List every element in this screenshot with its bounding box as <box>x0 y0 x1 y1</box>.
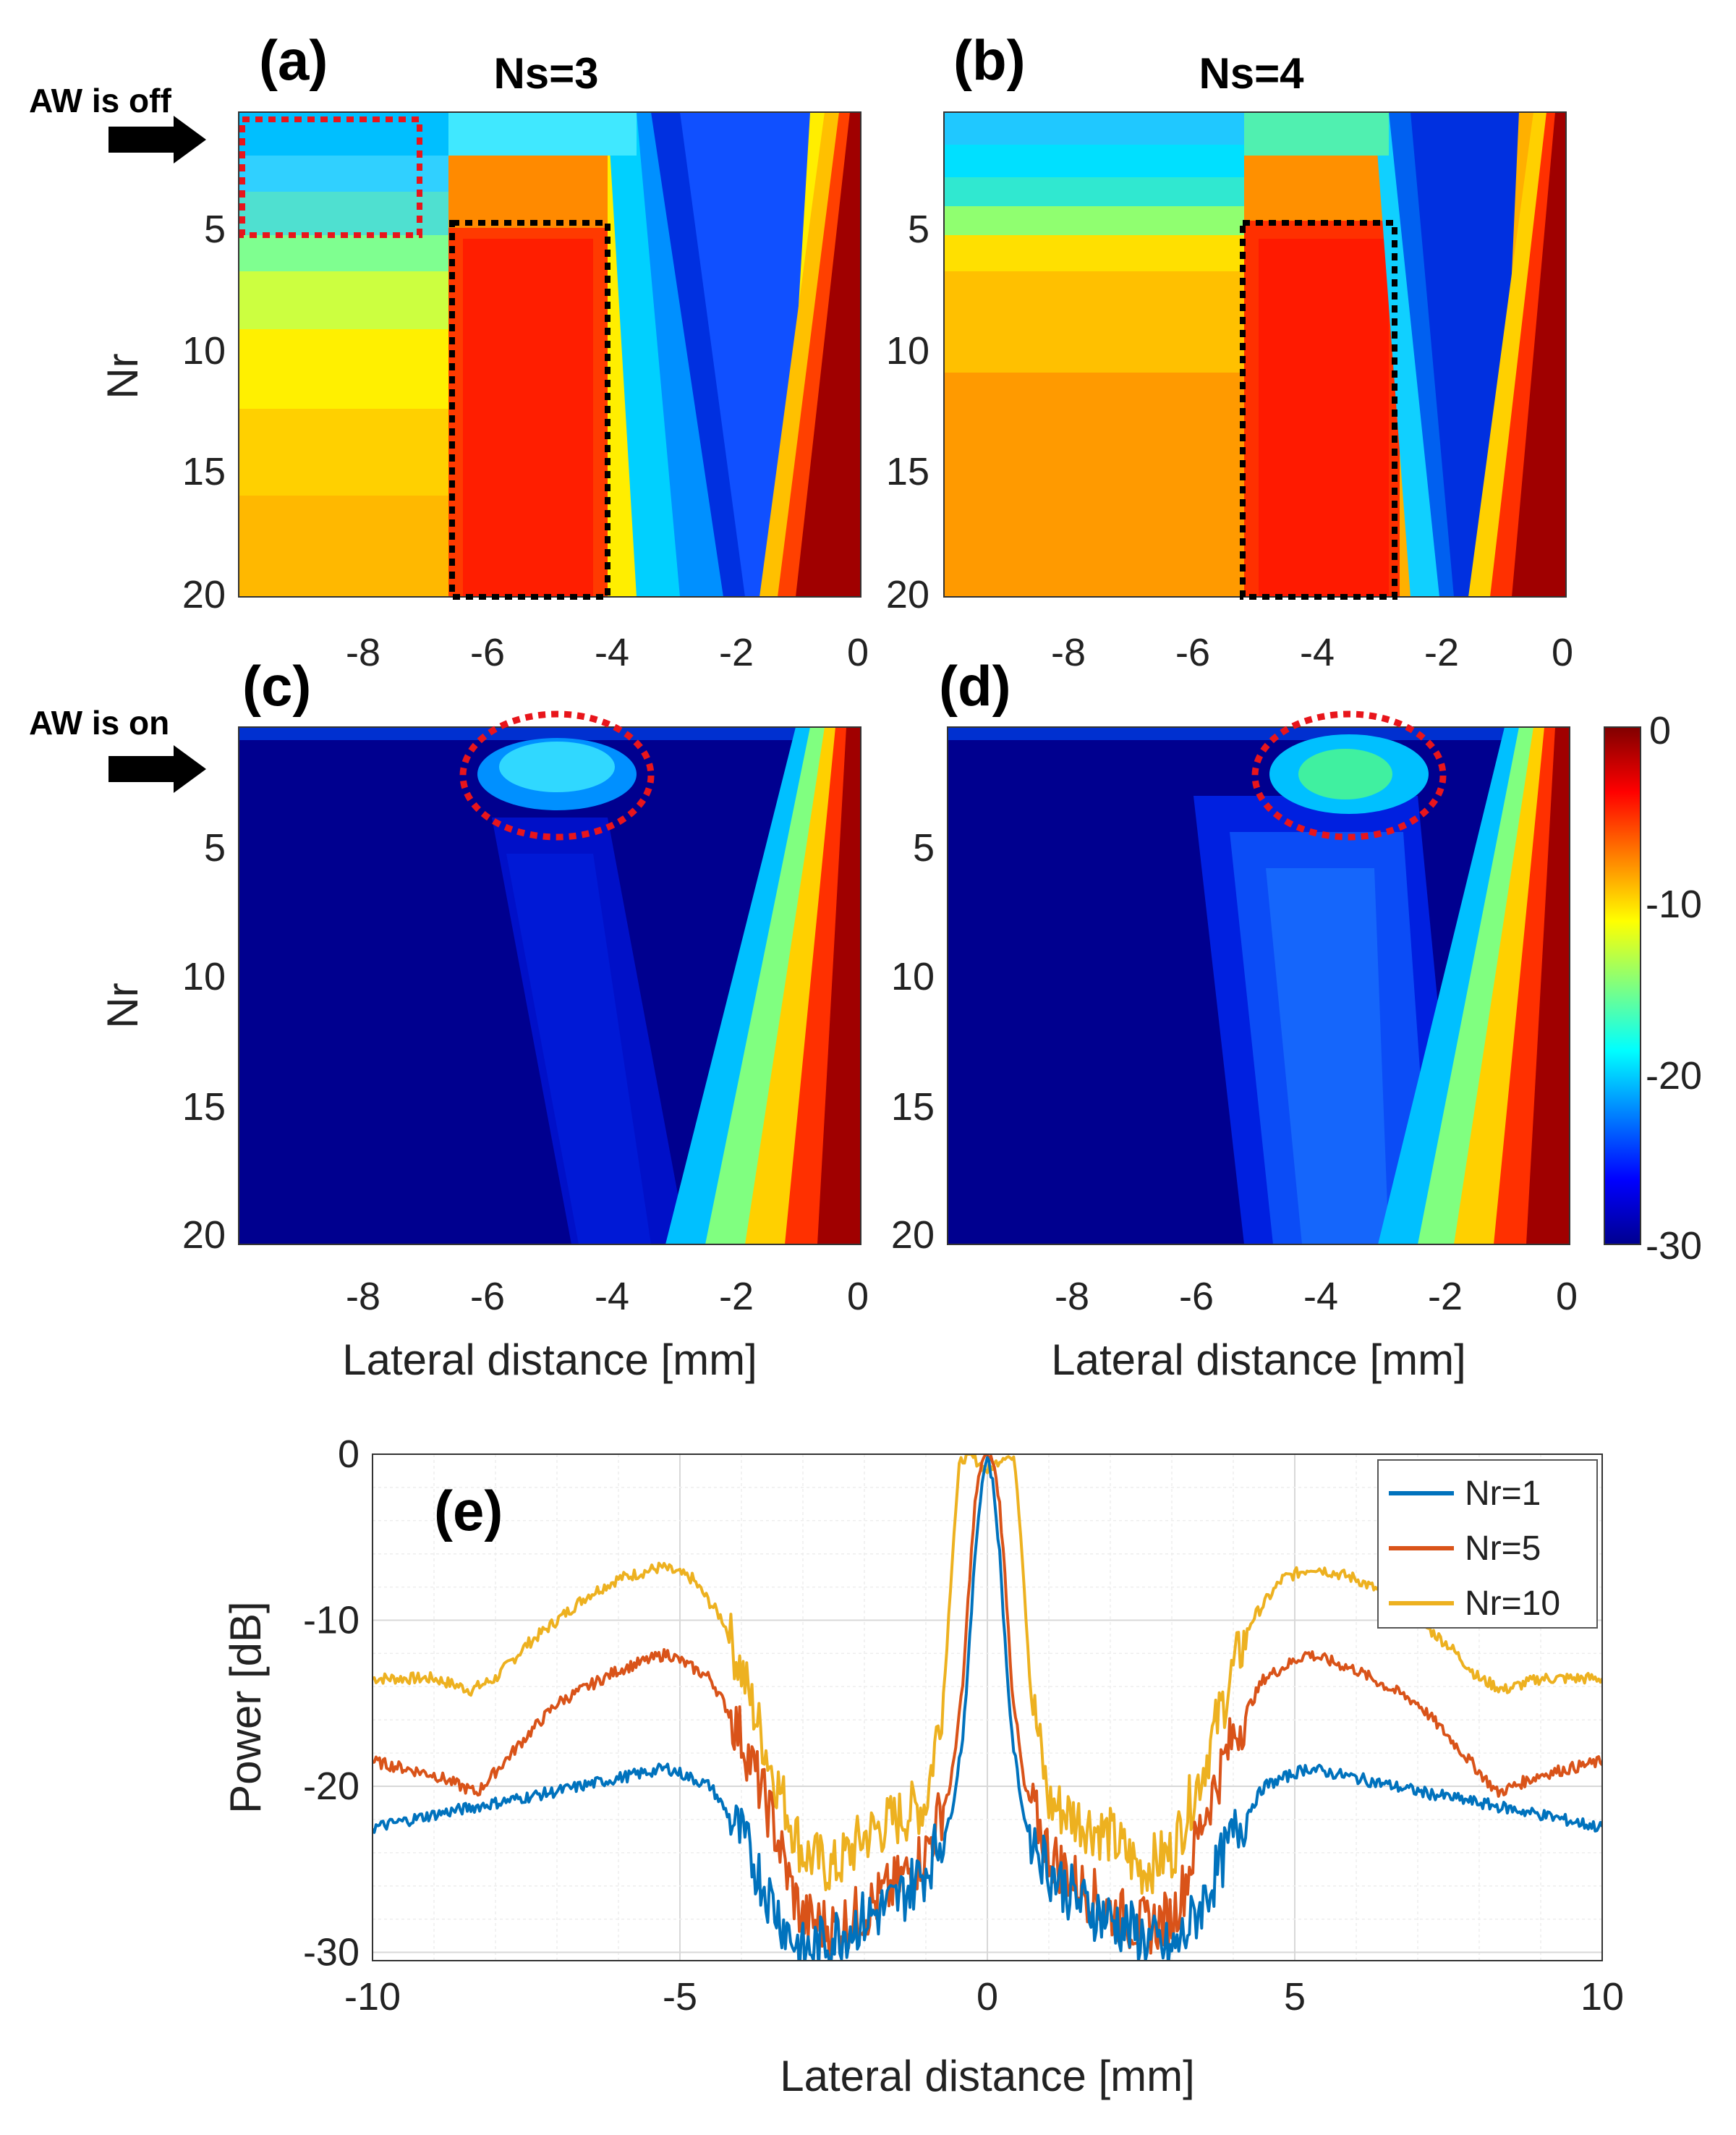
aw-on-label: AW is on <box>29 704 169 742</box>
xtick-d--6: -6 <box>1179 1275 1214 1318</box>
legend-label-nr5: Nr=5 <box>1465 1529 1541 1568</box>
xtick-c--6: -6 <box>470 1275 505 1318</box>
xtick-b--4: -4 <box>1300 631 1335 674</box>
red-ellipse-d <box>1251 710 1447 841</box>
ytick-a-20: 20 <box>182 573 226 616</box>
ytick-c-15: 15 <box>182 1085 226 1129</box>
ylabel-c: Nr <box>98 982 147 1028</box>
colorbar-tick-10: -10 <box>1646 883 1702 926</box>
ytick-e: 0 <box>338 1432 359 1476</box>
heatmap-b-field <box>944 112 1566 597</box>
ytick-d-5: 5 <box>913 826 935 870</box>
xtick-e: 5 <box>1284 1975 1306 2019</box>
ytick-d-10: 10 <box>891 955 935 998</box>
arrow-right-icon <box>109 745 206 793</box>
ytick-b-5: 5 <box>908 208 929 251</box>
legend-e: Nr=1 Nr=5 Nr=10 <box>1377 1459 1598 1629</box>
panel-label-c: (c) <box>242 654 311 718</box>
ytick-e: -30 <box>303 1931 359 1974</box>
ns3-label: Ns=3 <box>493 49 598 98</box>
ytick-c-10: 10 <box>182 955 226 998</box>
aw-off-label: AW is off <box>29 82 171 119</box>
heatmap-a-field <box>239 112 861 597</box>
ytick-b-20: 20 <box>886 573 929 616</box>
xtick-b-0: 0 <box>1552 631 1573 674</box>
xtick-c--2: -2 <box>719 1275 754 1318</box>
panel-label-a: (a) <box>259 28 328 92</box>
panel-a: 5 10 15 20 -8 -6 -4 -2 0 Nr <box>98 111 869 674</box>
xtick-e: 0 <box>977 1975 998 2019</box>
colorbar-tick-0: 0 <box>1649 709 1671 752</box>
red-box-a <box>239 116 422 238</box>
ns4-label: Ns=4 <box>1199 49 1304 98</box>
xlabel-d: Lateral distance [mm] <box>1051 1336 1466 1384</box>
black-box-a <box>449 220 610 600</box>
xtick-e: -5 <box>663 1975 697 2019</box>
ylabel-e: Power [dB] <box>221 1601 270 1813</box>
panel-e: -10 -5 0 5 10 0 -10 -20 -30 (e) Lateral distance… <box>221 1432 1624 2100</box>
colorbar-tick-20: -20 <box>1646 1054 1702 1098</box>
legend-label-nr1: Nr=1 <box>1465 1474 1541 1513</box>
xtick-a--6: -6 <box>470 631 505 674</box>
series-line-nr5 <box>373 1454 1602 1957</box>
xtick-a--2: -2 <box>719 631 754 674</box>
xtick-a--4: -4 <box>595 631 629 674</box>
xtick-b--8: -8 <box>1051 631 1086 674</box>
red-ellipse-c <box>459 710 655 841</box>
ytick-b-10: 10 <box>886 329 929 373</box>
ytick-d-15: 15 <box>891 1085 935 1129</box>
ticks-e: -10 -5 0 5 10 0 -10 -20 -30 <box>303 1432 1624 2019</box>
panel-c: 5 10 15 20 -8 -6 -4 -2 0 Lateral distanc… <box>98 710 869 1384</box>
panel-d: 5 10 15 20 -8 -6 -4 -2 0 Lateral distanc… <box>891 710 1578 1384</box>
ytick-e: -10 <box>303 1599 359 1642</box>
arrow-right-icon <box>109 116 206 164</box>
ytick-b-15: 15 <box>886 450 929 493</box>
xtick-c--4: -4 <box>595 1275 629 1318</box>
ytick-e: -20 <box>303 1765 359 1808</box>
xtick-b--6: -6 <box>1175 631 1210 674</box>
xtick-c--8: -8 <box>346 1275 380 1318</box>
heatmap-c-field <box>239 727 861 1244</box>
panel-label-e: (e) <box>434 1479 503 1542</box>
xlabel-c: Lateral distance [mm] <box>342 1336 757 1384</box>
xtick-d--4: -4 <box>1303 1275 1338 1318</box>
ytick-c-5: 5 <box>204 826 226 870</box>
xtick-d--8: -8 <box>1055 1275 1089 1318</box>
legend-label-nr10: Nr=10 <box>1465 1584 1560 1623</box>
panel-b: 5 10 15 20 -8 -6 -4 -2 0 <box>886 111 1573 674</box>
xtick-e: 10 <box>1580 1975 1624 2019</box>
heatmap-d-field <box>948 727 1570 1244</box>
xtick-d--2: -2 <box>1428 1275 1463 1318</box>
ytick-a-15: 15 <box>182 450 226 493</box>
xtick-a--8: -8 <box>346 631 380 674</box>
black-box-b <box>1240 220 1397 600</box>
xtick-c-0: 0 <box>847 1275 869 1318</box>
xtick-d-0: 0 <box>1556 1275 1578 1318</box>
series-line-nr1 <box>373 1456 1602 1961</box>
ytick-c-20: 20 <box>182 1213 226 1257</box>
ytick-a-5: 5 <box>204 208 226 251</box>
ytick-d-20: 20 <box>891 1213 935 1257</box>
xtick-b--2: -2 <box>1424 631 1459 674</box>
xlabel-e: Lateral distance [mm] <box>780 2052 1195 2100</box>
colorbar-tick-30: -30 <box>1646 1224 1702 1268</box>
xtick-a-0: 0 <box>847 631 869 674</box>
colorbar: 0 -10 -20 -30 <box>1604 709 1702 1268</box>
colorbar-gradient <box>1604 726 1641 1245</box>
ylabel-a: Nr <box>98 353 147 399</box>
panel-label-d: (d) <box>939 654 1011 718</box>
xtick-e: -10 <box>344 1975 401 2019</box>
ytick-a-10: 10 <box>182 329 226 373</box>
panel-label-b: (b) <box>953 28 1026 92</box>
